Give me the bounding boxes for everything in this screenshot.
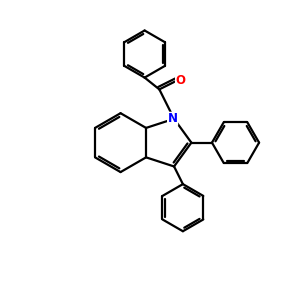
Text: N: N — [168, 112, 178, 125]
Text: O: O — [176, 74, 185, 87]
